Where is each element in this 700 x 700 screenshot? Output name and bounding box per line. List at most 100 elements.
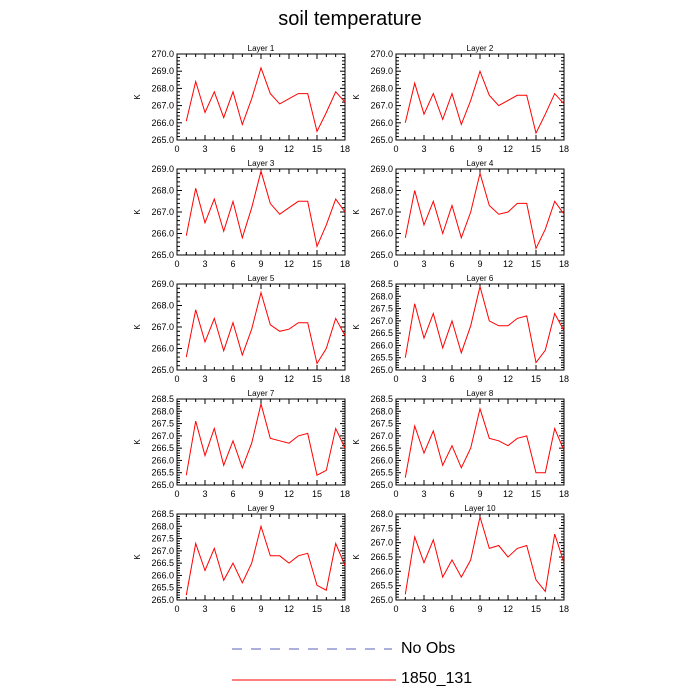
y-tick-label: 266.0 [370, 566, 393, 576]
y-tick-label: 268.0 [370, 186, 393, 196]
y-axis-label: K [352, 554, 361, 560]
y-tick-label: 266.0 [370, 455, 393, 465]
x-tick-label: 12 [503, 144, 513, 154]
x-tick-label: 12 [284, 144, 294, 154]
x-tick-label: 6 [449, 144, 454, 154]
x-tick-label: 15 [531, 374, 541, 384]
y-tick-label: 268.0 [151, 406, 174, 416]
x-tick-label: 9 [477, 604, 482, 614]
x-tick-label: 15 [312, 144, 322, 154]
y-tick-label: 270.0 [370, 49, 393, 59]
x-tick-label: 15 [312, 259, 322, 269]
x-tick-label: 12 [284, 374, 294, 384]
y-tick-label: 266.0 [151, 570, 174, 580]
x-tick-label: 6 [230, 144, 235, 154]
x-tick-label: 15 [531, 259, 541, 269]
y-tick-label: 267.0 [151, 101, 174, 111]
y-tick-label: 269.0 [370, 66, 393, 76]
y-axis-label: K [133, 324, 142, 330]
y-tick-label: 267.5 [370, 419, 393, 429]
series-line-1850-131 [185, 66, 346, 133]
y-tick-label: 268.5 [370, 394, 393, 404]
panel-layer-7: 0 3 6 9 12 15 18 265.0 265.5 266.0 266.5 267.0 267.5… [133, 389, 350, 499]
y-axis-label: K [352, 324, 361, 330]
x-tick-label: 12 [284, 259, 294, 269]
y-tick-label: 269.0 [151, 279, 174, 289]
x-tick-label: 12 [503, 374, 513, 384]
y-tick-label: 265.0 [151, 595, 174, 605]
y-tick-label: 265.0 [151, 250, 174, 260]
y-tick-label: 266.5 [370, 443, 393, 453]
series-line-1850-131 [185, 524, 346, 596]
y-tick-label: 267.0 [370, 538, 393, 548]
y-tick-label: 266.5 [151, 558, 174, 568]
y-tick-label: 268.0 [151, 186, 174, 196]
plot-frame [176, 398, 346, 486]
x-tick-label: 6 [449, 374, 454, 384]
x-tick-label: 9 [258, 144, 263, 154]
x-tick-label: 0 [174, 259, 179, 269]
panel-title: Layer 10 [464, 504, 496, 513]
x-tick-label: 9 [258, 489, 263, 499]
y-axis-label: K [352, 209, 361, 215]
y-tick-label: 267.5 [151, 534, 174, 544]
y-tick-label: 265.5 [370, 581, 393, 591]
x-tick-label: 0 [393, 489, 398, 499]
x-tick-label: 15 [312, 374, 322, 384]
x-tick-label: 18 [340, 374, 350, 384]
y-tick-label: 265.0 [151, 365, 174, 375]
x-tick-label: 18 [559, 144, 569, 154]
y-tick-label: 268.0 [370, 83, 393, 93]
x-tick-label: 0 [393, 374, 398, 384]
y-tick-label: 268.0 [370, 509, 393, 519]
x-tick-label: 9 [477, 374, 482, 384]
x-tick-label: 6 [449, 489, 454, 499]
y-tick-label: 267.0 [151, 431, 174, 441]
x-tick-label: 0 [393, 259, 398, 269]
x-tick-label: 9 [258, 259, 263, 269]
x-tick-label: 3 [421, 259, 426, 269]
y-tick-label: 265.0 [151, 480, 174, 490]
series-line-1850-131 [404, 286, 565, 364]
x-tick-label: 0 [174, 144, 179, 154]
y-tick-label: 267.0 [151, 546, 174, 556]
plot-frame [176, 283, 346, 371]
y-tick-label: 266.5 [151, 443, 174, 453]
x-tick-label: 9 [258, 374, 263, 384]
y-tick-label: 265.0 [370, 595, 393, 605]
x-tick-label: 3 [421, 374, 426, 384]
x-tick-label: 15 [531, 489, 541, 499]
y-tick-label: 266.0 [151, 229, 174, 239]
legend-label-1850-131: 1850_131 [401, 670, 473, 687]
y-tick-label: 267.0 [151, 207, 174, 217]
y-tick-label: 267.5 [370, 523, 393, 533]
x-tick-label: 9 [477, 144, 482, 154]
panel-layer-9: 0 3 6 9 12 15 18 265.0 265.5 266.0 266.5 267.0 267.5… [133, 504, 350, 614]
y-axis-label: K [133, 209, 142, 215]
y-tick-label: 265.0 [151, 135, 174, 145]
panel-layer-6: 0 3 6 9 12 15 18 265.0 265.5 266.0 266.5 267.0 267.5… [352, 274, 569, 384]
y-tick-label: 268.0 [151, 301, 174, 311]
panel-title: Layer 2 [467, 44, 494, 53]
y-tick-label: 265.0 [370, 480, 393, 490]
y-tick-label: 265.5 [151, 583, 174, 593]
y-tick-label: 269.0 [151, 164, 174, 174]
x-tick-label: 18 [559, 259, 569, 269]
series-line-1850-131 [185, 169, 346, 249]
y-tick-label: 268.5 [370, 279, 393, 289]
y-tick-label: 269.0 [151, 66, 174, 76]
panel-layer-5: 0 3 6 9 12 15 18 265.0 266.0 267.0 268.0 269.0 Layer… [133, 274, 350, 384]
panel-layer-3: 0 3 6 9 12 15 18 265.0 266.0 267.0 268.0 269.0 Layer… [133, 159, 350, 269]
panel-title: Layer 4 [467, 159, 494, 168]
x-tick-label: 3 [421, 604, 426, 614]
x-tick-label: 12 [503, 259, 513, 269]
panel-layer-2: 0 3 6 9 12 15 18 265.0 266.0 267.0 268.0 269.0 270.0… [352, 44, 569, 154]
x-tick-label: 6 [230, 259, 235, 269]
y-tick-label: 268.0 [151, 83, 174, 93]
x-tick-label: 3 [421, 144, 426, 154]
y-tick-label: 270.0 [151, 49, 174, 59]
panel-layer-8: 0 3 6 9 12 15 18 265.0 265.5 266.0 266.5 267.0 267.5… [352, 389, 569, 499]
x-tick-label: 3 [202, 489, 207, 499]
y-tick-label: 265.5 [370, 468, 393, 478]
